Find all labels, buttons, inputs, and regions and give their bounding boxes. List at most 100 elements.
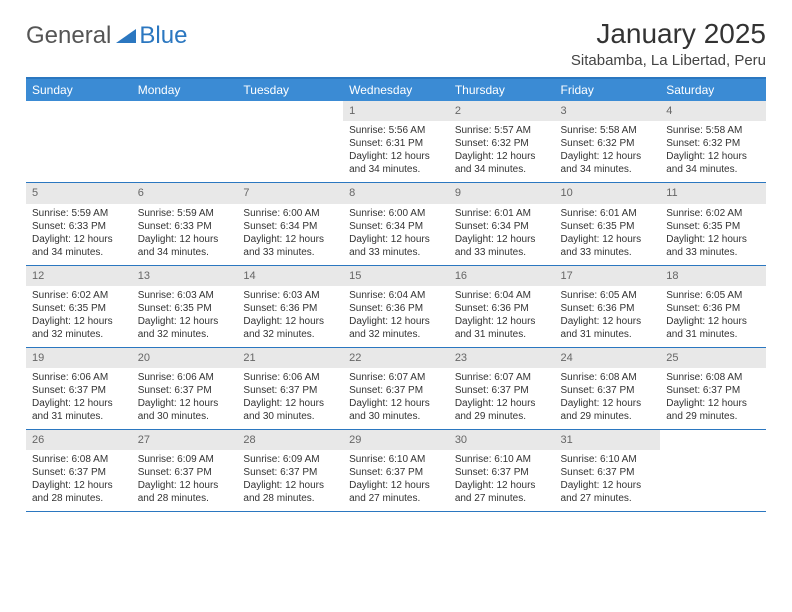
day-number: 7 <box>237 183 343 203</box>
daylight-line: Daylight: 12 hours and 34 minutes. <box>666 150 760 176</box>
location-subtitle: Sitabamba, La Libertad, Peru <box>571 52 766 69</box>
daylight-line: Daylight: 12 hours and 32 minutes. <box>349 315 443 341</box>
day-details: Sunrise: 6:10 AMSunset: 6:37 PMDaylight:… <box>343 453 449 505</box>
day-details: Sunrise: 6:10 AMSunset: 6:37 PMDaylight:… <box>555 453 661 505</box>
day-number: 8 <box>343 183 449 203</box>
weekday-header: Thursday <box>449 79 555 101</box>
day-details: Sunrise: 6:08 AMSunset: 6:37 PMDaylight:… <box>555 371 661 423</box>
daylight-line: Daylight: 12 hours and 33 minutes. <box>243 233 337 259</box>
calendar-day-cell: 8 Sunrise: 6:00 AMSunset: 6:34 PMDaylight… <box>343 183 449 265</box>
daylight-line: Daylight: 12 hours and 32 minutes. <box>243 315 337 341</box>
day-details: Sunrise: 6:03 AMSunset: 6:36 PMDaylight:… <box>237 289 343 341</box>
sunrise-line: Sunrise: 5:58 AM <box>666 124 760 137</box>
daylight-line: Daylight: 12 hours and 29 minutes. <box>561 397 655 423</box>
calendar-day-cell: 13Sunrise: 6:03 AMSunset: 6:35 PMDayligh… <box>132 265 238 347</box>
sunset-line: Sunset: 6:37 PM <box>243 384 337 397</box>
calendar-day-cell: 11Sunrise: 6:02 AMSunset: 6:35 PMDayligh… <box>660 183 766 265</box>
day-number: 23 <box>449 348 555 368</box>
sunrise-line: Sunrise: 6:05 AM <box>561 289 655 302</box>
day-details: Sunrise: 6:05 AMSunset: 6:36 PMDaylight:… <box>555 289 661 341</box>
sunset-line: Sunset: 6:37 PM <box>561 384 655 397</box>
sunrise-line: Sunrise: 6:08 AM <box>32 453 126 466</box>
calendar-day-cell: 30Sunrise: 6:10 AMSunset: 6:37 PMDayligh… <box>449 430 555 512</box>
sunset-line: Sunset: 6:34 PM <box>243 220 337 233</box>
calendar-week-row: 5Sunrise: 5:59 AMSunset: 6:33 PMDaylight… <box>26 183 766 265</box>
weekday-header: Wednesday <box>343 79 449 101</box>
daylight-line: Daylight: 12 hours and 27 minutes. <box>349 479 443 505</box>
sunrise-line: Sunrise: 6:10 AM <box>561 453 655 466</box>
sunset-line: Sunset: 6:36 PM <box>349 302 443 315</box>
calendar-week-row: 19Sunrise: 6:06 AMSunset: 6:37 PMDayligh… <box>26 347 766 429</box>
day-details: Sunrise: 6:09 AMSunset: 6:37 PMDaylight:… <box>132 453 238 505</box>
day-number: 13 <box>132 266 238 286</box>
daylight-line: Daylight: 12 hours and 34 minutes. <box>561 150 655 176</box>
sunrise-line: Sunrise: 6:02 AM <box>32 289 126 302</box>
calendar-day-cell: 22Sunrise: 6:07 AMSunset: 6:37 PMDayligh… <box>343 347 449 429</box>
calendar-week-row: 26Sunrise: 6:08 AMSunset: 6:37 PMDayligh… <box>26 430 766 512</box>
brand-triangle-icon <box>116 29 136 43</box>
calendar-day-cell: 21Sunrise: 6:06 AMSunset: 6:37 PMDayligh… <box>237 347 343 429</box>
sunrise-line: Sunrise: 6:06 AM <box>32 371 126 384</box>
sunset-line: Sunset: 6:37 PM <box>455 384 549 397</box>
day-details: Sunrise: 6:01 AMSunset: 6:34 PMDaylight:… <box>449 207 555 259</box>
sunrise-line: Sunrise: 6:08 AM <box>666 371 760 384</box>
calendar-day-cell: 27 Sunrise: 6:09 AMSunset: 6:37 PMDayligh… <box>132 430 238 512</box>
calendar-day-cell: 24Sunrise: 6:08 AMSunset: 6:37 PMDayligh… <box>555 347 661 429</box>
daylight-line: Daylight: 12 hours and 31 minutes. <box>455 315 549 341</box>
daylight-line: Daylight: 12 hours and 32 minutes. <box>32 315 126 341</box>
calendar-day-cell: 3Sunrise: 5:58 AMSunset: 6:32 PMDaylight… <box>555 101 661 183</box>
daylight-line: Daylight: 12 hours and 29 minutes. <box>455 397 549 423</box>
sunset-line: Sunset: 6:32 PM <box>561 137 655 150</box>
sunrise-line: Sunrise: 6:04 AM <box>349 289 443 302</box>
sunrise-line: Sunrise: 6:03 AM <box>138 289 232 302</box>
calendar-day-cell <box>132 101 238 183</box>
weekday-header: Tuesday <box>237 79 343 101</box>
calendar-day-cell: 25Sunrise: 6:08 AMSunset: 6:37 PMDayligh… <box>660 347 766 429</box>
sunrise-line: Sunrise: 5:59 AM <box>32 207 126 220</box>
daylight-line: Daylight: 12 hours and 29 minutes. <box>666 397 760 423</box>
calendar-week-row: 12Sunrise: 6:02 AMSunset: 6:35 PMDayligh… <box>26 265 766 347</box>
daylight-line: Daylight: 12 hours and 30 minutes. <box>138 397 232 423</box>
sunset-line: Sunset: 6:35 PM <box>666 220 760 233</box>
sunset-line: Sunset: 6:37 PM <box>32 384 126 397</box>
calendar-day-cell: 14Sunrise: 6:03 AMSunset: 6:36 PMDayligh… <box>237 265 343 347</box>
day-number: 5 <box>26 183 132 203</box>
sunrise-line: Sunrise: 5:59 AM <box>138 207 232 220</box>
day-number: 22 <box>343 348 449 368</box>
day-number: 11 <box>660 183 766 203</box>
brand-general: General <box>26 22 111 50</box>
daylight-line: Daylight: 12 hours and 28 minutes. <box>138 479 232 505</box>
sunset-line: Sunset: 6:37 PM <box>349 466 443 479</box>
sunrise-line: Sunrise: 6:10 AM <box>349 453 443 466</box>
day-number: 15 <box>343 266 449 286</box>
title-block: January 2025 Sitabamba, La Libertad, Per… <box>571 18 766 69</box>
sunset-line: Sunset: 6:37 PM <box>455 466 549 479</box>
day-number: 6 <box>132 183 238 203</box>
day-details: Sunrise: 5:58 AMSunset: 6:32 PMDaylight:… <box>555 124 661 176</box>
daylight-line: Daylight: 12 hours and 30 minutes. <box>349 397 443 423</box>
day-details: Sunrise: 6:06 AMSunset: 6:37 PMDaylight:… <box>237 371 343 423</box>
sunset-line: Sunset: 6:32 PM <box>455 137 549 150</box>
sunset-line: Sunset: 6:34 PM <box>349 220 443 233</box>
sunset-line: Sunset: 6:37 PM <box>666 384 760 397</box>
sunset-line: Sunset: 6:33 PM <box>138 220 232 233</box>
day-details: Sunrise: 5:59 AMSunset: 6:33 PMDaylight:… <box>132 207 238 259</box>
day-number: 27 <box>132 430 238 450</box>
day-number: 17 <box>555 266 661 286</box>
calendar-day-cell: 31 Sunrise: 6:10 AMSunset: 6:37 PMDayligh… <box>555 430 661 512</box>
sunset-line: Sunset: 6:37 PM <box>138 466 232 479</box>
sunrise-line: Sunrise: 5:58 AM <box>561 124 655 137</box>
day-details: Sunrise: 6:00 AMSunset: 6:34 PMDaylight:… <box>343 207 449 259</box>
day-number: 31 <box>555 430 661 450</box>
calendar-day-cell: 19Sunrise: 6:06 AMSunset: 6:37 PMDayligh… <box>26 347 132 429</box>
brand-logo: General Blue <box>26 18 187 50</box>
calendar-day-cell: 26Sunrise: 6:08 AMSunset: 6:37 PMDayligh… <box>26 430 132 512</box>
daylight-line: Daylight: 12 hours and 31 minutes. <box>561 315 655 341</box>
calendar-body: 1Sunrise: 5:56 AMSunset: 6:31 PMDaylight… <box>26 101 766 512</box>
day-number: 19 <box>26 348 132 368</box>
sunset-line: Sunset: 6:35 PM <box>32 302 126 315</box>
day-details: Sunrise: 6:08 AMSunset: 6:37 PMDaylight:… <box>660 371 766 423</box>
day-number: 12 <box>26 266 132 286</box>
sunrise-line: Sunrise: 6:08 AM <box>561 371 655 384</box>
weekday-header: Monday <box>132 79 238 101</box>
